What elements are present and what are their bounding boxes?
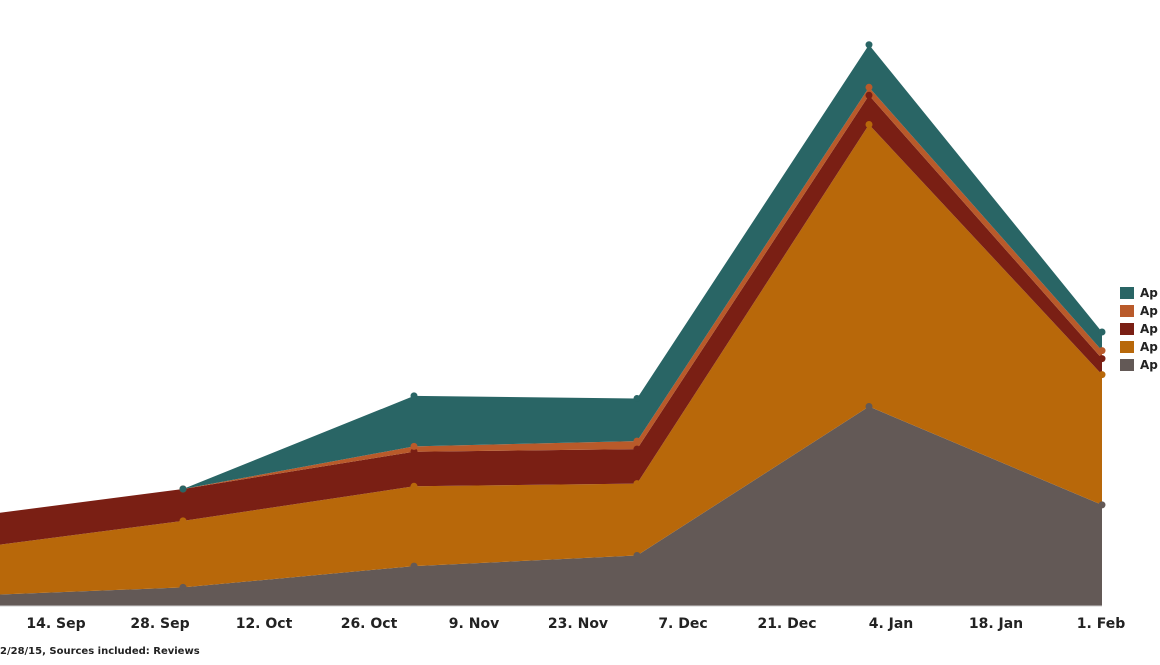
- data-point-s4-4: [865, 83, 873, 91]
- x-tick-label: 4. Jan: [869, 616, 914, 632]
- data-point-s2-1: [179, 517, 187, 525]
- data-point-s2-3: [633, 480, 641, 488]
- legend-item[interactable]: Ap: [1120, 338, 1158, 356]
- data-point-s3-4: [865, 91, 873, 99]
- x-tick-label: 14. Sep: [26, 616, 85, 632]
- chart-footer: 2/28/15, Sources included: Reviews: [0, 646, 200, 657]
- series-area-2: [0, 124, 1102, 595]
- data-point-s1-3: [633, 552, 641, 559]
- data-point-s2-4: [865, 121, 873, 128]
- legend-label: Ap: [1140, 322, 1158, 336]
- x-tick-label: 7. Dec: [658, 616, 707, 632]
- legend-label: Ap: [1140, 304, 1158, 318]
- data-point-s2-2: [410, 482, 418, 490]
- data-point-s5-3: [633, 395, 641, 402]
- legend-label: Ap: [1140, 358, 1158, 372]
- data-point-s5-4: [865, 41, 873, 49]
- x-tick-label: 1. Feb: [1077, 616, 1125, 632]
- data-point-s1-1: [179, 583, 187, 591]
- series-markers: [179, 41, 1106, 591]
- data-point-s1-2: [410, 562, 418, 570]
- series-area-1: [0, 406, 1102, 606]
- legend-item[interactable]: Ap: [1120, 284, 1158, 302]
- data-point-s5-5: [1098, 328, 1106, 336]
- x-tick-label: 28. Sep: [130, 616, 189, 632]
- data-point-s1-4: [865, 403, 873, 410]
- data-point-s3-3: [633, 445, 641, 453]
- data-point-s4-3: [633, 437, 641, 445]
- series-area-3: [0, 95, 1102, 545]
- data-point-s5-1: [179, 485, 187, 493]
- series-area-5: [0, 44, 1102, 513]
- data-point-s3-2: [410, 448, 418, 456]
- x-axis-ticks: 14. Sep 28. Sep 12. Oct 26. Oct 9. Nov 23. No…: [26, 616, 1125, 632]
- x-tick-label: 26. Oct: [341, 616, 398, 632]
- x-tick-label: 12. Oct: [236, 616, 293, 632]
- data-point-s4-2: [410, 442, 418, 450]
- legend-swatch: [1120, 287, 1134, 299]
- legend-swatch: [1120, 305, 1134, 317]
- legend-swatch: [1120, 323, 1134, 335]
- legend-item[interactable]: Ap: [1120, 302, 1158, 320]
- data-point-s1-5: [1098, 501, 1106, 509]
- data-point-s5-2: [410, 392, 418, 400]
- x-tick-label: 23. Nov: [548, 616, 608, 632]
- legend-swatch: [1120, 359, 1134, 371]
- legend-label: Ap: [1140, 340, 1158, 354]
- series-areas: [0, 44, 1102, 606]
- legend: Ap Ap Ap Ap Ap: [1120, 284, 1158, 374]
- legend-label: Ap: [1140, 286, 1158, 300]
- x-tick-label: 21. Dec: [757, 616, 816, 632]
- legend-item[interactable]: Ap: [1120, 356, 1158, 374]
- data-point-s2-5: [1098, 371, 1106, 379]
- data-point-s4-5: [1098, 347, 1106, 355]
- data-point-s3-5: [1098, 355, 1106, 363]
- legend-swatch: [1120, 341, 1134, 353]
- x-tick-label: 18. Jan: [969, 616, 1023, 632]
- x-tick-label: 9. Nov: [449, 616, 499, 632]
- legend-item[interactable]: Ap: [1120, 320, 1158, 338]
